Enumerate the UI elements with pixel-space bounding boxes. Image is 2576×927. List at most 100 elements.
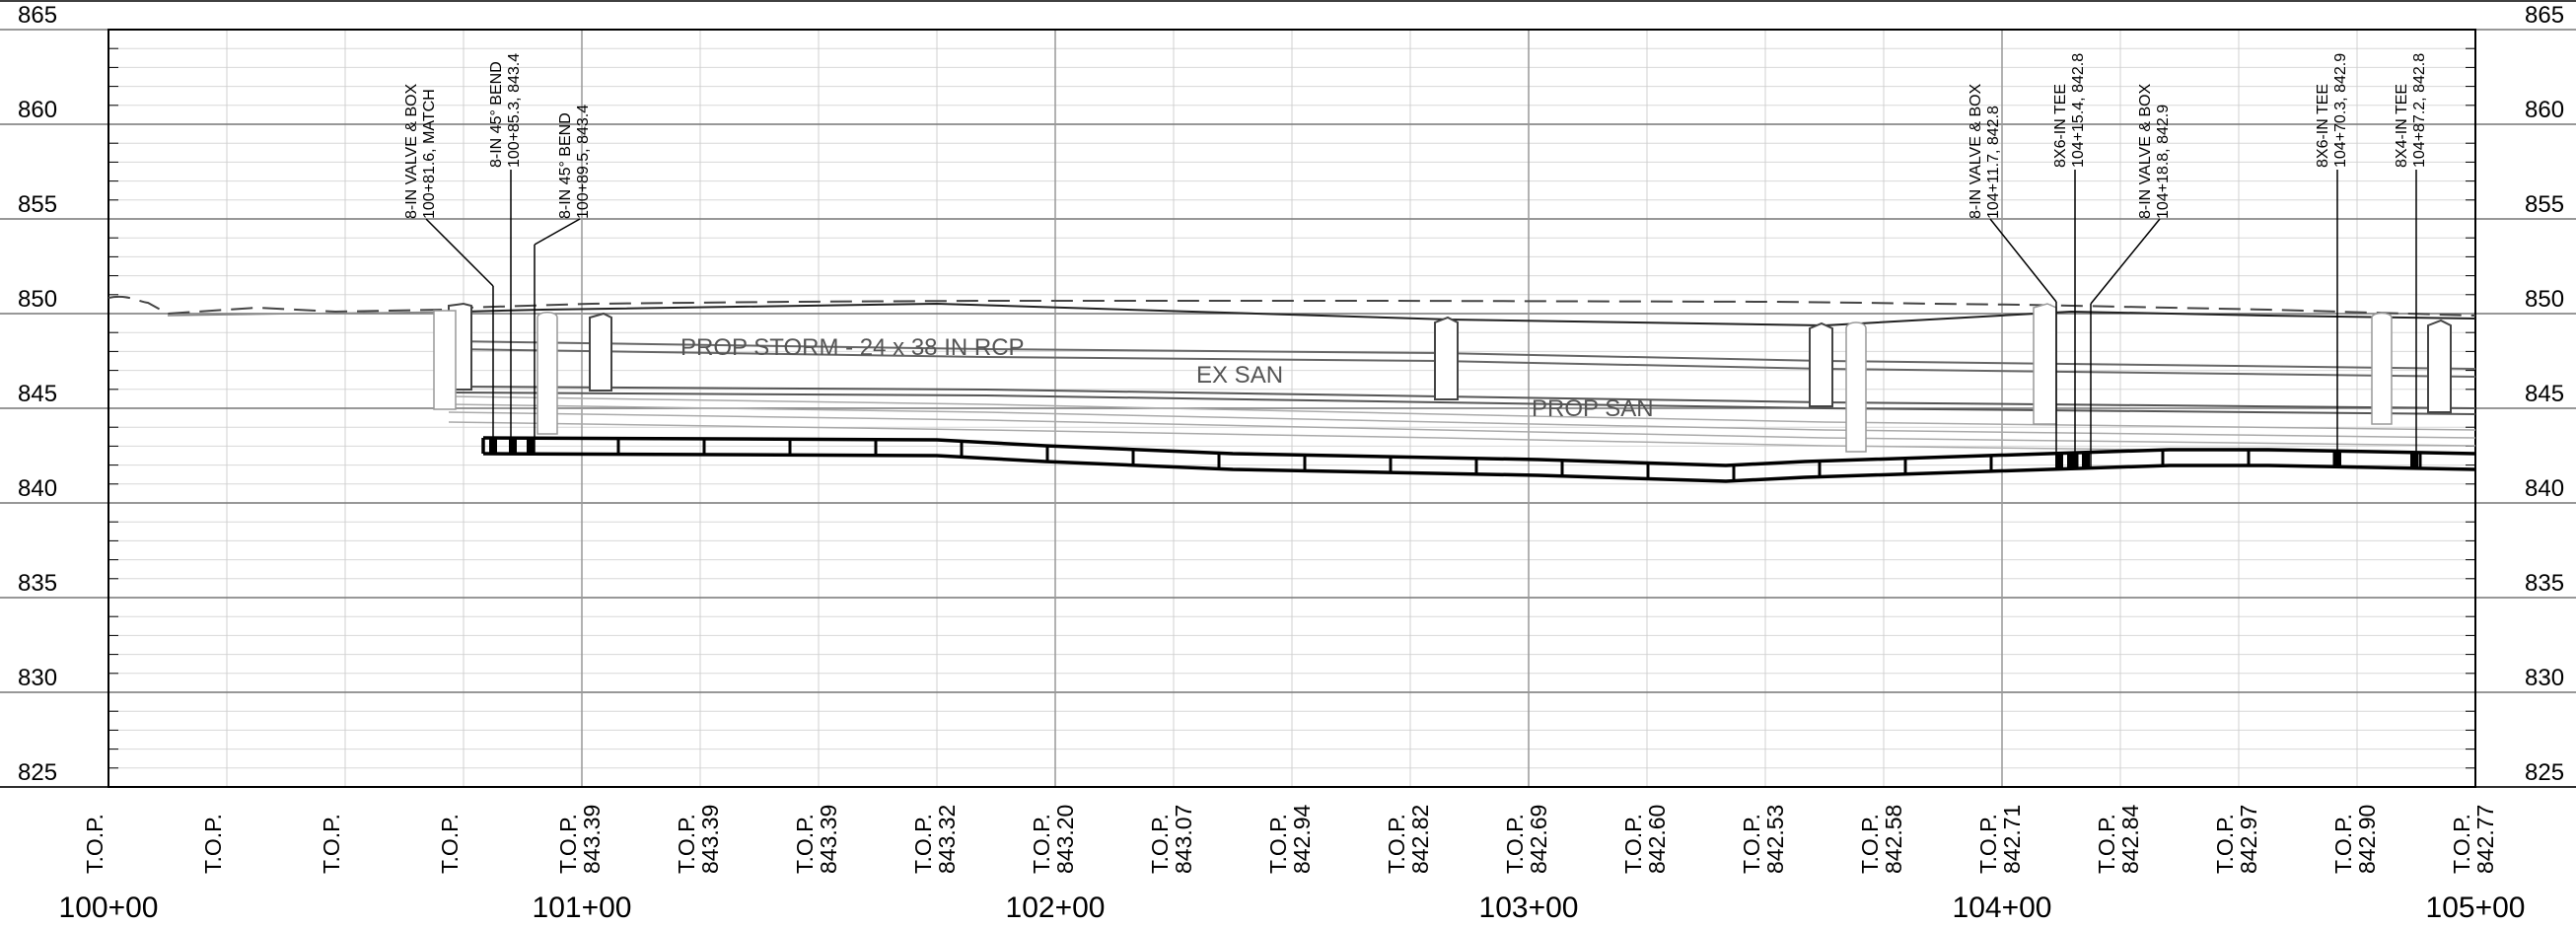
top-label-value: 843.39 <box>697 805 723 874</box>
elevation-label-right: 865 <box>2525 2 2564 29</box>
top-label-caption: T.O.P. <box>910 814 936 874</box>
top-label-value: 842.90 <box>2354 805 2380 874</box>
station-label: 105+00 <box>2426 891 2526 924</box>
top-label: T.O.P.842.77 <box>2449 805 2498 874</box>
callout-line1: 8-IN 45° BEND <box>557 112 574 219</box>
station-label: 100+00 <box>59 891 159 924</box>
callout-line1: 8-IN VALVE & BOX <box>1968 83 1984 219</box>
callout-line2: 104+18.8, 842.9 <box>2155 105 2172 219</box>
leader-line <box>1989 218 2057 303</box>
elevation-label-right: 845 <box>2525 381 2564 407</box>
fitting-mark <box>2055 453 2063 469</box>
top-label: T.O.P.843.32 <box>910 805 960 874</box>
elevation-label-left: 855 <box>18 191 57 218</box>
elevation-label-left: 840 <box>18 475 57 502</box>
existing-ground-line <box>107 295 2476 317</box>
callout: 8X6-IN TEE 104+70.3, 842.9 <box>2315 53 2349 467</box>
structure <box>2033 303 2057 425</box>
fitting-mark <box>2410 452 2418 468</box>
top-label-value: 843.07 <box>1171 805 1196 874</box>
callout-text: 8X6-IN TEE 104+15.4, 842.8 <box>2052 53 2087 168</box>
structures <box>433 302 2452 453</box>
top-of-pipe-labels: T.O.P. T.O.P. T.O.P. T.O.P. T.O.P.843.39 T.O.… <box>82 804 2498 874</box>
storm-pipe-label: PROP STORM - 24 x 38 IN RCP <box>680 334 1025 361</box>
top-label: T.O.P.843.20 <box>1029 805 1078 874</box>
top-label: T.O.P.842.94 <box>1265 804 1315 874</box>
callout-line2: 104+11.7, 842.8 <box>1985 106 2002 219</box>
structure <box>1845 321 1867 453</box>
callout-line2: 100+81.6, MATCH <box>421 89 438 219</box>
elevation-labels: 865 865 860 860 855 855 850 850 845 845 840 840 835 8… <box>18 2 2564 786</box>
top-label-caption: T.O.P. <box>2449 814 2474 874</box>
structure <box>1434 316 1459 400</box>
fitting-mark <box>509 438 517 455</box>
callout-line2: 104+87.2, 842.8 <box>2411 53 2428 168</box>
leader-line <box>425 218 494 287</box>
elevation-label-right: 840 <box>2525 475 2564 502</box>
top-label-caption: T.O.P. <box>319 814 344 874</box>
top-label-caption: T.O.P. <box>1147 814 1173 874</box>
elevation-label-right: 860 <box>2525 97 2564 123</box>
top-label-caption: T.O.P. <box>1739 814 1764 874</box>
top-label: T.O.P.842.71 <box>1975 805 2025 874</box>
water-main-joints <box>489 438 2422 481</box>
elevation-label-left: 835 <box>18 570 57 597</box>
elevation-label-left: 850 <box>18 286 57 313</box>
top-label-value: 842.94 <box>1289 804 1315 874</box>
callout-line1: 8-IN 45° BEND <box>488 61 505 168</box>
structure <box>537 312 558 435</box>
top-label-value: 842.84 <box>2117 804 2143 874</box>
callout-text: 8-IN VALVE & BOX 104+11.7, 842.8 <box>1968 83 2002 219</box>
top-label-value: 842.69 <box>1526 805 1551 874</box>
elevation-label-right: 850 <box>2525 286 2564 313</box>
top-label-value: 842.58 <box>1881 805 1906 874</box>
top-label-caption: T.O.P. <box>1620 814 1646 874</box>
prop-san-label: PROP SAN <box>1532 395 1654 422</box>
top-label-value: 842.53 <box>1762 805 1788 874</box>
top-label-caption: T.O.P. <box>437 814 463 874</box>
top-label: T.O.P.842.90 <box>2330 805 2380 874</box>
top-label-value: 842.77 <box>2472 805 2498 874</box>
callout-line2: 104+70.3, 842.9 <box>2332 53 2349 168</box>
top-label-caption: T.O.P. <box>1029 814 1054 874</box>
top-label-caption: T.O.P. <box>2094 814 2119 874</box>
callout-line1: 8-IN VALVE & BOX <box>2137 83 2154 219</box>
top-label: T.O.P.843.07 <box>1147 805 1196 874</box>
top-label-caption: T.O.P. <box>2212 814 2238 874</box>
top-label: T.O.P.842.60 <box>1620 805 1670 874</box>
callout-line2: 104+15.4, 842.8 <box>2070 53 2087 168</box>
top-label: T.O.P.842.82 <box>1384 805 1433 874</box>
elevation-label-right: 825 <box>2525 759 2564 786</box>
callout: 8X4-IN TEE 104+87.2, 842.8 <box>2394 53 2428 468</box>
top-label-value: 843.39 <box>579 805 605 874</box>
callout-text: 8X6-IN TEE 104+70.3, 842.9 <box>2315 53 2349 168</box>
callout: 8-IN 45° BEND 100+89.5, 843.4 <box>534 105 592 455</box>
water-main <box>481 436 2476 483</box>
structure <box>1809 321 1833 407</box>
pipe-labels: PROP STORM - 24 x 38 IN RCP EX SAN PROP … <box>680 334 1654 422</box>
top-label-caption: T.O.P. <box>1384 814 1409 874</box>
callout-line2: 100+89.5, 843.4 <box>575 105 592 219</box>
top-label: T.O.P.842.84 <box>2094 804 2143 874</box>
top-label: T.O.P. <box>437 814 463 874</box>
fitting-mark <box>527 438 535 455</box>
callout-line1: 8X4-IN TEE <box>2394 84 2410 168</box>
elevation-label-left: 845 <box>18 381 57 407</box>
top-label-caption: T.O.P. <box>1857 814 1883 874</box>
top-label-value: 842.82 <box>1407 805 1433 874</box>
top-label-caption: T.O.P. <box>555 814 581 874</box>
elevation-label-right: 855 <box>2525 191 2564 218</box>
proposed-grade-line <box>463 302 2476 327</box>
top-label: T.O.P.842.58 <box>1857 805 1906 874</box>
structure <box>433 310 457 410</box>
fitting-mark <box>2082 452 2090 468</box>
station-labels: 100+00 101+00 102+00 103+00 104+00 105+00 <box>59 891 2526 924</box>
callout-line1: 8X6-IN TEE <box>2315 84 2331 168</box>
elevation-label-left: 830 <box>18 665 57 691</box>
top-label: T.O.P.843.39 <box>555 805 605 874</box>
callout-text: 8-IN 45° BEND 100+85.3, 843.4 <box>488 53 523 168</box>
elevation-label-right: 835 <box>2525 570 2564 597</box>
top-label-value: 842.60 <box>1644 805 1670 874</box>
callout-text: 8-IN VALVE & BOX 104+18.8, 842.9 <box>2137 83 2172 219</box>
